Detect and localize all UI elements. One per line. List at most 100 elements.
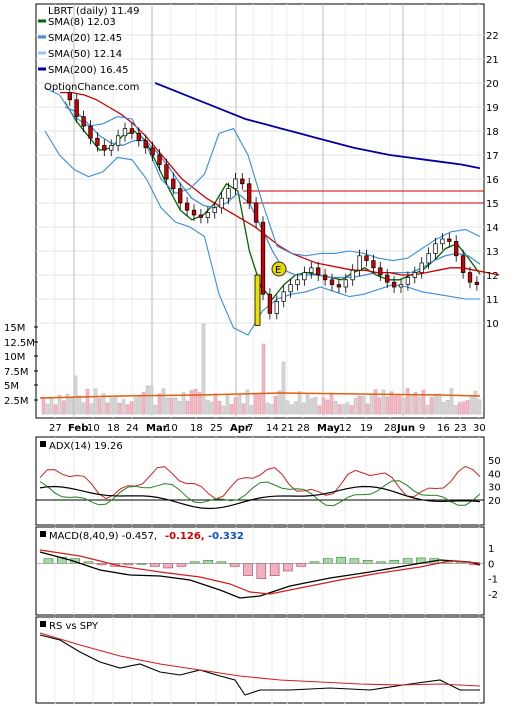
macd-histogram-bar xyxy=(296,563,307,567)
volume-bar xyxy=(401,397,406,415)
volume-bar xyxy=(41,396,46,415)
ema-line xyxy=(60,91,500,276)
volume-bar xyxy=(293,401,298,415)
volume-bar xyxy=(381,389,386,415)
volume-bar xyxy=(273,396,278,415)
adx-panel-frame xyxy=(35,436,485,526)
volume-bar xyxy=(61,400,66,415)
volume-bar xyxy=(373,389,378,415)
candlesticks xyxy=(67,86,480,326)
macd-histogram-bar xyxy=(243,563,253,576)
price-tick-label: 10 xyxy=(486,319,499,330)
volume-bar xyxy=(337,404,342,415)
volume-bar xyxy=(393,395,398,415)
macd-histogram-bar xyxy=(150,563,160,567)
gridlines xyxy=(36,4,484,705)
volume-bar xyxy=(177,400,182,415)
price-tick-label: 15 xyxy=(486,199,499,210)
volume-bar xyxy=(297,391,302,415)
volume-bar xyxy=(377,397,382,415)
volume-bar xyxy=(221,405,226,415)
macd-legend: MACD(8,40,9) -0.457, -0.126, -0.332 xyxy=(40,531,244,542)
candle-body xyxy=(357,255,362,271)
rs-legend: RS vs SPY xyxy=(40,621,99,632)
candle-body xyxy=(67,92,72,101)
x-tick-label: Mar xyxy=(146,423,168,434)
volume-bar xyxy=(437,393,442,415)
candle-body xyxy=(198,214,204,218)
volume-bar xyxy=(229,404,234,415)
macd-histogram-bar xyxy=(389,559,400,564)
candle-body xyxy=(247,183,252,204)
candle-body xyxy=(440,238,445,245)
volume-bar xyxy=(113,395,118,415)
macd-tick-label: -1 xyxy=(488,575,498,586)
x-tick-label: 12 xyxy=(339,423,352,434)
candle-body xyxy=(350,269,355,281)
volume-bar xyxy=(73,375,78,415)
x-tick-label: 9 xyxy=(419,423,425,434)
volume-bar xyxy=(213,393,218,415)
candle-body xyxy=(288,284,293,293)
price-tick-label: 13 xyxy=(486,247,499,258)
volume-bar xyxy=(49,397,54,415)
candle-body xyxy=(385,274,390,283)
candle-body xyxy=(81,116,86,127)
volume-bar xyxy=(445,400,450,415)
volume-axis: 15M 12.5M 10M 7.5M 5M 2.5M xyxy=(4,323,38,407)
volume-bar xyxy=(341,404,346,415)
volume-bar xyxy=(205,399,210,415)
volume-bar xyxy=(217,400,222,415)
volume-bar xyxy=(361,396,366,415)
macd-tick-label: 1 xyxy=(488,544,494,555)
volume-bar xyxy=(81,402,86,415)
candle-body xyxy=(184,202,190,211)
x-tick-label: 19 xyxy=(360,423,373,434)
volume-bar xyxy=(201,323,206,415)
macd-histogram-bar xyxy=(349,558,360,564)
x-tick-label: 21 xyxy=(281,423,294,434)
candle-body xyxy=(102,145,107,151)
volume-bar xyxy=(57,395,62,415)
macd-histogram-bar xyxy=(269,563,280,576)
volume-bar xyxy=(441,402,446,415)
price-axis: 22 21 20 19 18 17 16 15 14 13 12 11 10 xyxy=(486,31,499,330)
volume-bar xyxy=(129,401,134,415)
volume-bar xyxy=(353,397,358,415)
adx-line xyxy=(39,485,481,510)
price-tick-label: 22 xyxy=(486,31,499,42)
volume-bar xyxy=(241,403,246,415)
chart-title: LBRT (daily) 11.49 xyxy=(48,6,140,17)
x-tick-label: 28 xyxy=(297,423,310,434)
rs-label: RS vs SPY xyxy=(49,621,99,632)
volume-bar xyxy=(469,394,474,415)
candle-body xyxy=(274,301,279,314)
macd-hist-value: -0.332 xyxy=(208,531,244,542)
adx-tick-label: 50 xyxy=(488,456,501,467)
candle-body xyxy=(233,178,238,189)
volume-bar xyxy=(125,404,130,415)
volume-bar xyxy=(245,389,250,415)
volume-bar xyxy=(185,400,190,415)
watermark: OptionChance.com xyxy=(44,82,139,93)
volume-bar xyxy=(397,394,402,415)
legend-entry-label: SMA(50) 12.14 xyxy=(48,49,122,60)
candle-body xyxy=(302,272,307,281)
candle-body xyxy=(219,197,224,209)
volume-bar xyxy=(209,401,214,415)
volume-bar xyxy=(301,402,306,415)
candle-body xyxy=(240,178,245,185)
x-tick-label: 7 xyxy=(247,423,253,434)
candle-body xyxy=(336,284,342,288)
volume-bar xyxy=(465,400,470,415)
macd-histogram-bar xyxy=(322,558,333,564)
upper-band-line xyxy=(44,87,481,262)
macd-tick-label: 0 xyxy=(488,559,494,570)
macd-histogram-bar xyxy=(256,563,267,579)
volume-bar xyxy=(429,397,434,415)
volume-bar xyxy=(93,388,98,415)
volume-bar xyxy=(461,401,466,415)
price-tick-label: 17 xyxy=(486,151,499,162)
candle-body xyxy=(95,137,100,146)
